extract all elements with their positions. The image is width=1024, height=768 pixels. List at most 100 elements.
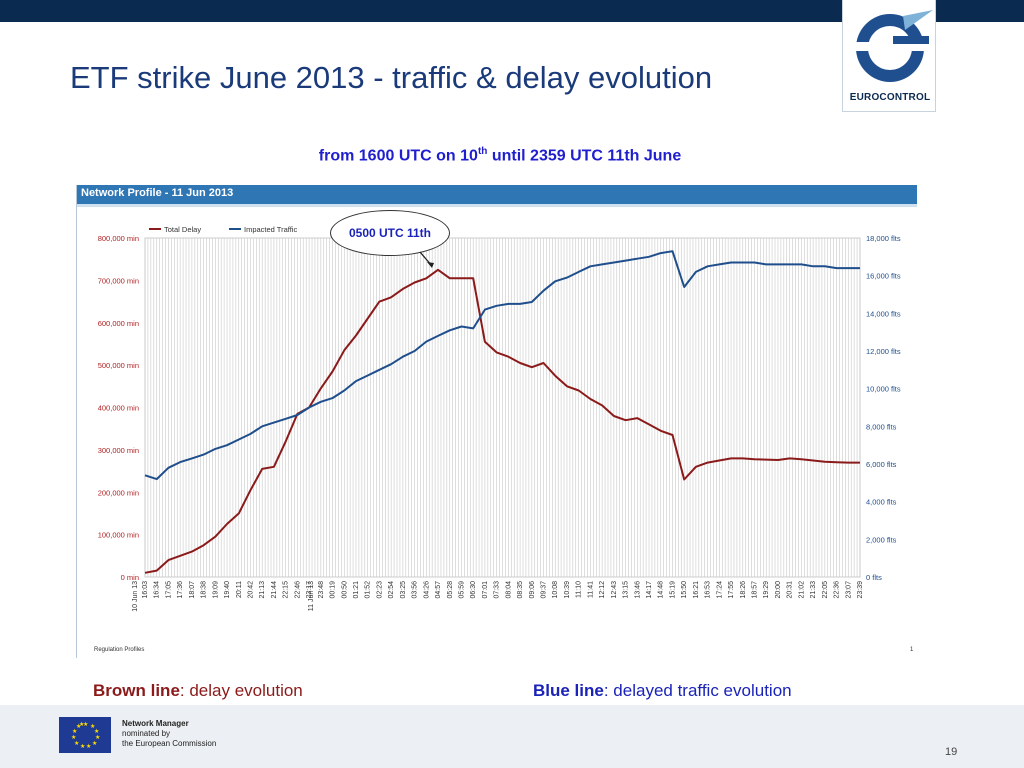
chart-header-strip [77, 204, 917, 207]
x-tick-label: 18:38 [201, 581, 208, 599]
x-tick-label: 04:57 [435, 581, 442, 599]
y-right-tick-label: 6,000 flts [866, 460, 897, 469]
y-right-tick-label: 8,000 flts [866, 422, 897, 431]
chart-canvas: 0 min 100,000 min 200,000 min 300,000 min 40… [98, 225, 901, 612]
x-tick-label: 00:19 [330, 581, 337, 599]
x-tick-label: 23:17 [306, 581, 313, 599]
svg-text:★: ★ [86, 743, 91, 750]
x-tick-label: 13:15 [623, 581, 630, 599]
slide-footer [0, 705, 1024, 768]
x-tick-label: 14:48 [658, 581, 665, 599]
x-tick-label: 12:12 [599, 581, 606, 599]
x-tick-label: 14:17 [646, 581, 653, 599]
x-tick-label: 22:36 [834, 581, 841, 599]
y-left-tick-label: 400,000 min [98, 404, 139, 413]
svg-text:★: ★ [94, 728, 99, 735]
regulation-profiles-label: Regulation Profiles [94, 647, 145, 653]
chart-page-mark: 1 [910, 647, 914, 653]
subtitle-suffix: until 2359 UTC 11th June [487, 147, 682, 165]
y-left-tick-label: 800,000 min [98, 234, 139, 243]
series-line-total-delay [144, 268, 860, 574]
x-tick-label: 20:31 [787, 581, 794, 599]
y-left-tick-label: 200,000 min [98, 488, 139, 497]
series-line-impacted-traffic [144, 250, 860, 481]
x-tick-label: 06:30 [470, 581, 477, 599]
y-right-tick-label: 10,000 flts [866, 385, 901, 394]
y-right-tick-label: 12,000 flts [866, 347, 901, 356]
x-tick-label: 12:43 [611, 581, 618, 599]
x-tick-label: 16:21 [693, 581, 700, 599]
x-tick-label: 10:39 [564, 581, 571, 599]
x-tick-label: 10:08 [552, 581, 559, 599]
brown-line-term: Brown line [93, 681, 180, 700]
x-tick-label: 11:41 [587, 581, 594, 598]
x-tick-label: 20:42 [247, 581, 254, 599]
blue-line-term: Blue line [533, 681, 604, 700]
x-date-label: 11 Jun 13 [308, 581, 315, 611]
x-tick-label: 01:21 [353, 581, 360, 599]
x-tick-label: 07:33 [494, 581, 501, 599]
brown-line-explanation: Brown line: delay evolution [93, 681, 303, 701]
y-right-tick-label: 14,000 flts [866, 309, 901, 318]
subtitle-sup: th [477, 146, 488, 157]
y-left-tick-label: 500,000 min [98, 361, 139, 370]
callout-bubble: 0500 UTC 11th [330, 210, 450, 256]
x-tick-label: 15:50 [681, 581, 688, 599]
svg-text:★: ★ [90, 723, 95, 730]
x-tick-label: 19:40 [224, 581, 231, 599]
x-tick-label: 05:28 [447, 581, 454, 599]
network-manager-note: Network Manager nominated by the Europea… [122, 719, 216, 749]
x-tick-label: 20:00 [775, 581, 782, 599]
x-tick-label: 04:26 [423, 581, 430, 599]
eu-flag-icon: ★ ★ ★ ★ ★ ★ ★ ★ ★ ★ ★ ★ [59, 717, 111, 753]
chart-header-bar: Network Profile - 11 Jun 2013 [77, 185, 917, 204]
x-tick-label: 22:05 [822, 581, 829, 599]
top-banner [0, 0, 1024, 22]
x-tick-label: 17:55 [728, 581, 735, 599]
footer-line-1: Network Manager [122, 719, 189, 728]
legend-entry: Total Delay [164, 225, 201, 234]
x-tick-label: 00:50 [341, 581, 348, 599]
x-tick-label: 13:46 [634, 581, 641, 599]
slide-title: ETF strike June 2013 - traffic & delay e… [70, 60, 713, 95]
x-tick-label: 21:33 [810, 581, 817, 599]
blue-line-explanation: Blue line: delayed traffic evolution [533, 681, 792, 701]
y-right-tick-label: 2,000 flts [866, 535, 897, 544]
x-tick-label: 16:34 [154, 581, 161, 599]
x-tick-label: 22:46 [294, 581, 301, 599]
y-left-tick-label: 100,000 min [98, 531, 139, 540]
y-right-tick-label: 4,000 flts [866, 498, 897, 507]
x-tick-label: 02:23 [376, 581, 383, 599]
x-tick-label: 21:44 [271, 581, 278, 599]
x-tick-label: 20:11 [236, 581, 243, 598]
x-tick-label: 17:24 [716, 581, 723, 599]
x-tick-label: 16:03 [142, 581, 149, 599]
x-tick-label: 23:48 [318, 581, 325, 599]
x-tick-label: 17:05 [165, 581, 172, 599]
footer-line-3: the European Commission [122, 739, 217, 748]
x-tick-label: 15:19 [669, 581, 676, 599]
x-tick-label: 16:53 [705, 581, 712, 599]
x-tick-label: 18:26 [740, 581, 747, 599]
svg-text:★: ★ [79, 721, 84, 728]
x-tick-label: 03:56 [412, 581, 419, 599]
legend-entry: Impacted Traffic [244, 225, 297, 234]
y-left-tick-label: 300,000 min [98, 446, 139, 455]
x-tick-label: 11:10 [576, 581, 583, 598]
x-date-label: 10 Jun 13 [132, 581, 139, 612]
svg-text:★: ★ [72, 728, 77, 735]
logo-wordmark: EUROCONTROL [849, 92, 931, 103]
x-tick-label: 03:25 [400, 581, 407, 599]
y-right-tick-label: 16,000 flts [866, 272, 901, 281]
blue-line-desc: : delayed traffic evolution [603, 681, 792, 700]
x-tick-label: 18:07 [189, 581, 196, 599]
page-number: 19 [945, 746, 958, 758]
svg-text:★: ★ [95, 734, 100, 741]
brown-line-desc: : delay evolution [179, 681, 303, 700]
x-tick-label: 05:59 [458, 581, 465, 599]
x-tick-label: 07:01 [482, 581, 489, 599]
x-tick-label: 09:06 [529, 581, 536, 599]
y-right-tick-label: 0 flts [866, 573, 882, 582]
x-tick-label: 01:52 [365, 581, 372, 599]
slide-subtitle: from 1600 UTC on 10th until 2359 UTC 11t… [0, 146, 1000, 165]
